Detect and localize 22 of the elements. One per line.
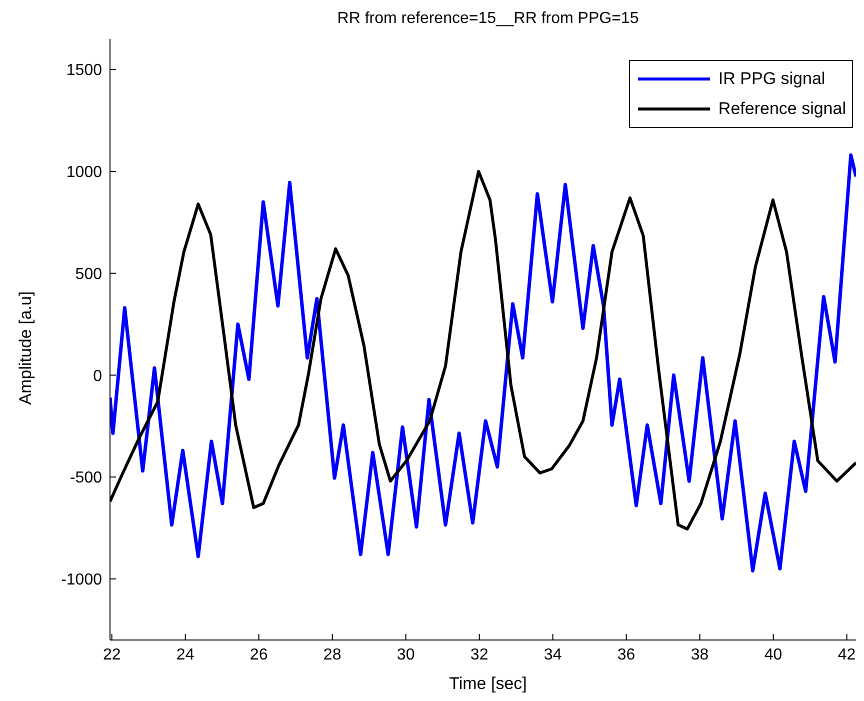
chart-title: RR from reference=15__RR from PPG=15 (336, 10, 640, 28)
x-tick-label: 36 (617, 646, 636, 664)
x-tick-label: 32 (470, 646, 488, 664)
x-tick-label: 30 (396, 646, 415, 664)
y-tick-label: 0 (93, 368, 102, 385)
x-tick-label: 42 (838, 646, 856, 664)
x-tick-label: 22 (102, 646, 121, 664)
y-tick-label: 500 (75, 266, 102, 283)
legend-label: IR PPG signal (718, 69, 826, 89)
y-tick-label: -1000 (61, 572, 102, 589)
x-tick-label: 34 (544, 646, 562, 664)
x-tick-label: 38 (690, 646, 709, 664)
x-tick-label: 28 (323, 646, 342, 664)
x-axis-title: Time [sec] (448, 674, 528, 694)
y-tick-label: 1500 (66, 62, 102, 80)
y-axis-title: Amplitude [a.u] (16, 290, 36, 407)
x-tick-label: 24 (176, 646, 194, 664)
y-tick-label: -500 (70, 470, 102, 487)
x-tick-label: 40 (764, 646, 782, 664)
y-tick-label: 1000 (66, 164, 102, 182)
legend-label: Reference signal (718, 99, 846, 119)
x-tick-label: 26 (250, 646, 268, 664)
